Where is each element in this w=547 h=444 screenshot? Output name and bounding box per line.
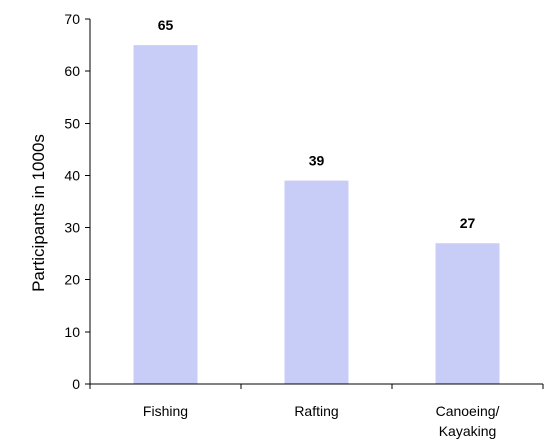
y-tick-label-6: 60	[64, 63, 80, 79]
plot-area: 65 Fishing 39 Rafting 27 Canoeing/Kayaking 0 10…	[64, 11, 544, 439]
bar-2	[435, 243, 500, 384]
y-tick-label-3: 30	[64, 220, 80, 236]
category-label-2: Canoeing/Kayaking	[436, 403, 500, 439]
y-tick-label-5: 50	[64, 115, 80, 131]
category-label-1: Rafting	[294, 403, 338, 419]
y-axis-title: Participants in 1000s	[29, 134, 48, 292]
y-tick-label-4: 40	[64, 167, 80, 183]
value-label-2: 27	[460, 215, 476, 231]
y-axis-title-group: Participants in 1000s	[29, 134, 48, 292]
y-tick-label-7: 70	[64, 11, 80, 27]
y-tick-label-0: 0	[72, 376, 80, 392]
y-tick-label-1: 10	[64, 324, 80, 340]
bar-0	[133, 45, 198, 384]
y-tick-label-2: 20	[64, 272, 80, 288]
category-label-0: Fishing	[143, 403, 188, 419]
value-label-0: 65	[158, 17, 174, 33]
bar-1	[284, 180, 349, 384]
value-label-1: 39	[309, 153, 325, 169]
